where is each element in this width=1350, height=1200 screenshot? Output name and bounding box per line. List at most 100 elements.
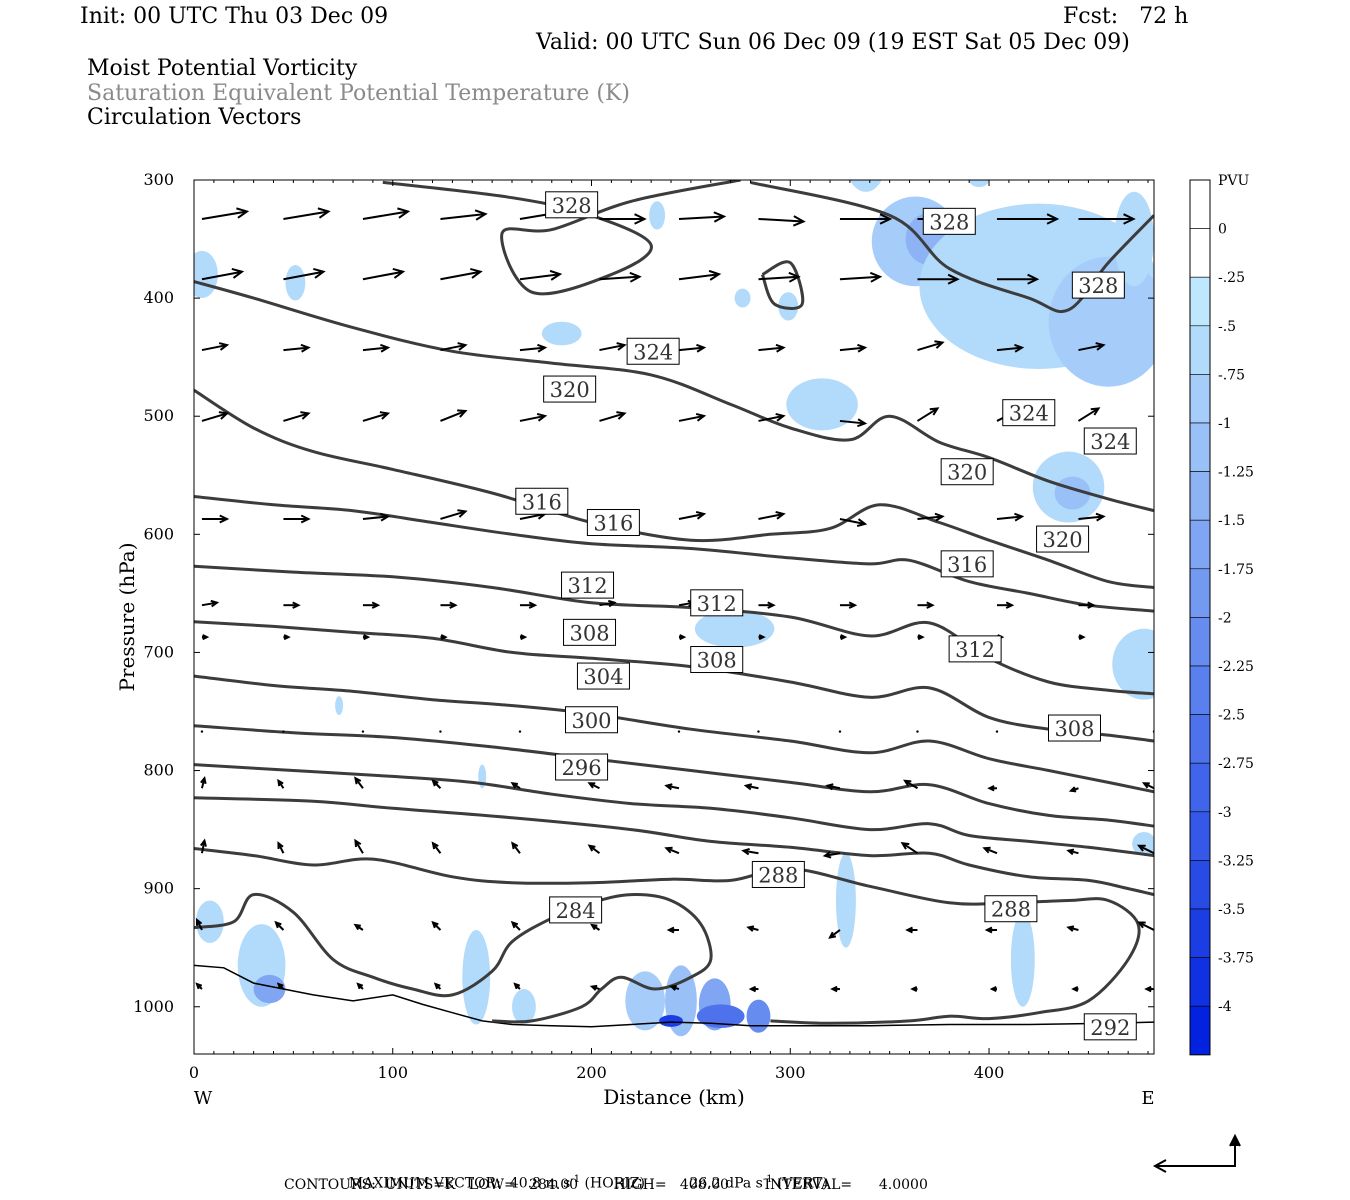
horiz-exponent: -1 bbox=[570, 1174, 581, 1185]
circulation-vector bbox=[917, 634, 925, 641]
colorbar-frame bbox=[1189, 179, 1211, 1056]
pv-shade-region bbox=[649, 201, 666, 230]
vector-head bbox=[231, 267, 245, 279]
vector-shaft bbox=[678, 512, 705, 520]
vector-head bbox=[616, 342, 627, 351]
vector-head bbox=[713, 211, 727, 223]
colorbar-label: -3 bbox=[1218, 805, 1232, 821]
vector-shaft bbox=[519, 512, 546, 520]
circulation-vector bbox=[989, 986, 997, 993]
circulation-vector bbox=[666, 926, 679, 934]
contour-label-box bbox=[690, 589, 744, 617]
colorbar-label: -1.25 bbox=[1218, 465, 1254, 481]
circulation-vector bbox=[510, 920, 521, 931]
contour-label-308: 308 bbox=[1047, 714, 1101, 742]
circulation-vector bbox=[1136, 921, 1154, 931]
vector-shaft bbox=[1078, 344, 1104, 352]
colorbar-box bbox=[1189, 422, 1211, 472]
colorbar-box bbox=[1189, 908, 1211, 958]
vector-head bbox=[748, 985, 757, 993]
pv-shade-region bbox=[746, 999, 771, 1033]
circulation-vector bbox=[839, 213, 893, 225]
vert-tag: (VERT) bbox=[777, 1175, 828, 1192]
contour-label-text: 288 bbox=[991, 898, 1031, 922]
vert-exponent: -1 bbox=[762, 1174, 773, 1185]
circulation-vector bbox=[996, 601, 1015, 609]
contour-label-text: 328 bbox=[552, 194, 592, 218]
vector-head bbox=[616, 411, 627, 420]
pv-shade-region bbox=[195, 900, 224, 943]
contour-label-box bbox=[940, 550, 994, 578]
vector-head bbox=[218, 342, 230, 351]
vert-value: 26.2 dPa s bbox=[689, 1175, 763, 1192]
contour-label-text: 292 bbox=[1090, 1016, 1130, 1040]
pv-shade-region bbox=[696, 1004, 745, 1029]
circulation-vector bbox=[431, 920, 442, 931]
circulation-vector bbox=[743, 783, 759, 791]
circulation-vector bbox=[201, 599, 220, 608]
contour-label-320: 320 bbox=[940, 458, 994, 486]
pv-shade-region bbox=[285, 265, 306, 301]
colorbar-label: -2.5 bbox=[1218, 708, 1245, 724]
vector-head bbox=[210, 599, 220, 608]
vector-head bbox=[1136, 921, 1146, 929]
circulation-vector bbox=[916, 730, 919, 733]
vector-head bbox=[195, 917, 203, 926]
vector-head bbox=[1068, 786, 1077, 793]
vector-head bbox=[380, 512, 391, 522]
circulation-vector bbox=[982, 846, 998, 855]
vector-shaft bbox=[440, 270, 481, 281]
vector-head bbox=[1005, 601, 1015, 609]
vector-head bbox=[664, 783, 673, 791]
circulation-vector bbox=[519, 269, 563, 281]
contour-label-box bbox=[565, 706, 619, 734]
vector-shaft bbox=[440, 212, 486, 220]
contour-label-text: 324 bbox=[633, 340, 673, 364]
contour-label-316: 316 bbox=[940, 550, 994, 578]
contour-label-box bbox=[626, 337, 680, 365]
vector-shaft bbox=[362, 210, 409, 220]
circulation-vector bbox=[431, 779, 442, 789]
circulation-vector bbox=[283, 514, 311, 524]
y-tick-label: 600 bbox=[143, 524, 174, 543]
circulation-vector bbox=[510, 781, 521, 790]
pv-shade-region bbox=[659, 1015, 683, 1027]
vector-head bbox=[536, 412, 548, 422]
vector-shaft bbox=[917, 515, 943, 520]
circulation-vector bbox=[201, 267, 245, 281]
vector-head bbox=[587, 782, 596, 789]
colorbar-label: -.25 bbox=[1218, 270, 1245, 286]
circulation-vector bbox=[201, 207, 250, 220]
vector-head bbox=[283, 634, 291, 641]
vector-shaft bbox=[283, 270, 324, 281]
vector-head bbox=[371, 601, 381, 609]
vector-shaft bbox=[758, 512, 784, 520]
vector-head bbox=[1095, 342, 1106, 351]
vector-head bbox=[457, 409, 468, 418]
colorbar-box bbox=[1189, 325, 1211, 375]
circulation-vector bbox=[987, 785, 997, 792]
contour-label-288: 288 bbox=[984, 895, 1038, 923]
vector-head bbox=[1144, 985, 1152, 993]
vector-head bbox=[822, 851, 832, 859]
vector-head bbox=[511, 841, 519, 850]
contour-label-text: 288 bbox=[758, 863, 798, 887]
vector-head bbox=[1180, 269, 1189, 277]
vector-head bbox=[1046, 213, 1060, 225]
circulation-vector bbox=[353, 923, 364, 931]
vector-shaft bbox=[1153, 517, 1154, 519]
vector-shaft bbox=[758, 346, 784, 352]
vector-head bbox=[1071, 986, 1079, 993]
vector-head bbox=[869, 271, 883, 283]
circulation-vector bbox=[996, 213, 1060, 225]
vector-head bbox=[666, 926, 675, 934]
pv-shade-region bbox=[541, 321, 582, 346]
circulation-vector bbox=[839, 343, 868, 353]
vector-shaft bbox=[362, 270, 404, 281]
vector-head bbox=[1163, 602, 1169, 608]
vector-head bbox=[433, 982, 441, 990]
vector-shaft bbox=[758, 217, 804, 223]
vector-head bbox=[587, 844, 596, 852]
vector-head bbox=[274, 920, 282, 929]
colorbar-label: -1.75 bbox=[1218, 562, 1254, 578]
